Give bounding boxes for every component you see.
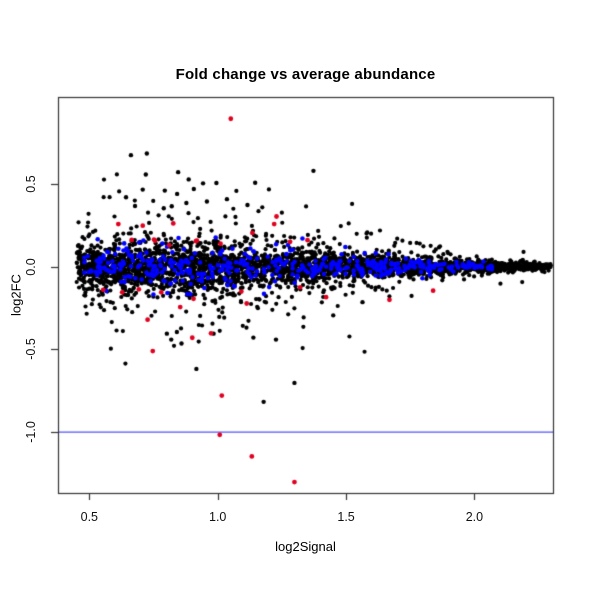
- y-tick-label: -0.5: [24, 338, 38, 360]
- y-tick-label: 0.0: [24, 258, 38, 276]
- x-tick-label: 0.5: [80, 510, 99, 524]
- x-tick-label: 1.5: [337, 510, 355, 524]
- x-tick-label: 1.0: [208, 510, 227, 524]
- chart-title: Fold change vs average abundance: [175, 66, 436, 83]
- y-tick-label: 0.5: [24, 175, 38, 194]
- x-axis-label: log2Signal: [275, 539, 336, 554]
- y-tick-label: -1.0: [24, 420, 38, 443]
- x-tick-label: 2.0: [465, 510, 484, 524]
- y-axis-label: log2FC: [8, 274, 24, 316]
